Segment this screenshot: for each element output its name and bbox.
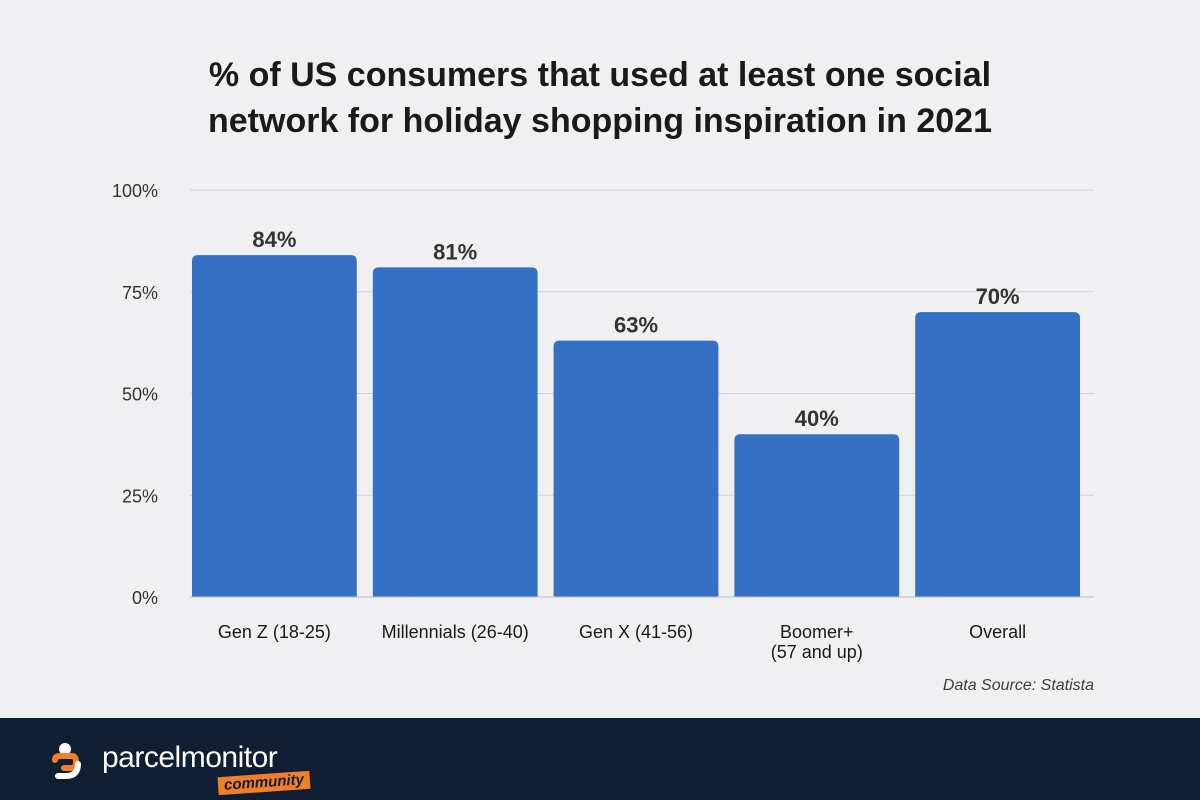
data-source-note: Data Source: Statista — [942, 677, 1094, 694]
y-tick-label-25: 25% — [122, 486, 158, 506]
bar-value-label-3: 40% — [795, 406, 839, 431]
chart-title-line-1: % of US consumers that used at least one… — [208, 56, 992, 94]
chart-title-line-2: network for holiday shopping inspiration… — [208, 102, 992, 140]
brand-name: parcelmonitor — [102, 741, 278, 774]
x-tick-label-0: Gen Z (18-25) — [218, 622, 331, 642]
x-tick-label-2: Gen X (41-56) — [579, 622, 693, 642]
bar-1 — [372, 267, 538, 597]
bar-2 — [553, 340, 719, 597]
y-tick-label-75: 75% — [122, 283, 158, 303]
bar-0 — [192, 255, 357, 597]
bar-chart: 0% 25% 50% 75% 100% 84% Gen Z (18-25) 81% Millen… — [112, 181, 1094, 662]
x-tick-label-3-line-0: Boomer+ — [780, 622, 854, 642]
bar-value-label-2: 63% — [614, 313, 658, 338]
chart-title: % of US consumers that used at least one… — [0, 52, 1200, 144]
x-tick-label-4: Overall — [969, 622, 1026, 642]
y-tick-label-0: 0% — [132, 588, 158, 608]
bar-4 — [915, 312, 1080, 597]
x-tick-label-3-line-1: (57 and up) — [771, 642, 863, 662]
bar-value-label-4: 70% — [976, 284, 1020, 309]
parcelmonitor-logo-icon — [52, 743, 81, 779]
bar-value-label-1: 81% — [433, 239, 477, 264]
x-tick-label-1: Millennials (26-40) — [382, 622, 529, 642]
footer-bar: parcelmonitor community — [0, 718, 1200, 800]
bar-3 — [734, 434, 900, 597]
y-tick-label-50: 50% — [122, 385, 158, 405]
parcelmonitor-logo[interactable]: parcelmonitor community — [52, 740, 322, 796]
bar-value-label-0: 84% — [252, 227, 296, 252]
y-tick-label-100: 100% — [112, 181, 158, 201]
